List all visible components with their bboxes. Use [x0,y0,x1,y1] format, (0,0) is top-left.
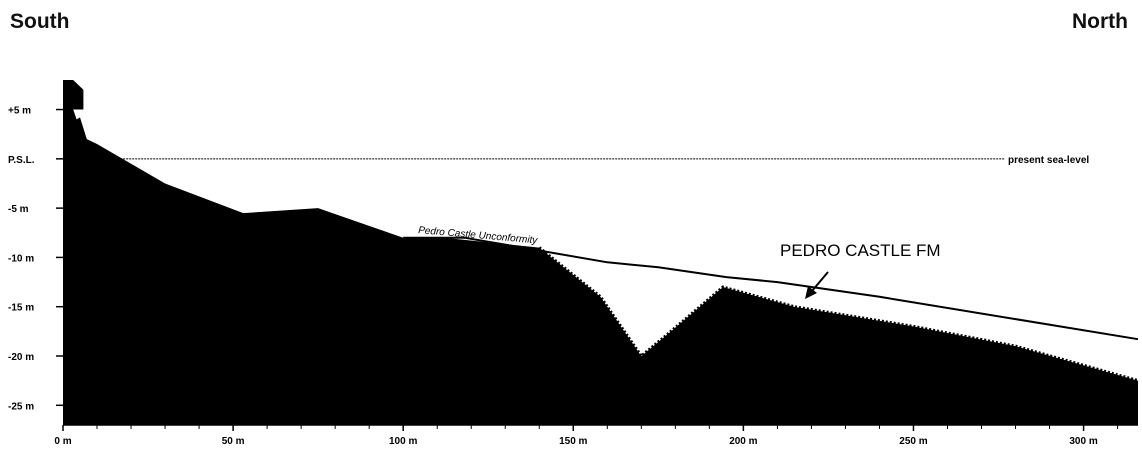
pedro-castle-formation [539,247,1138,381]
south-label: South [10,10,70,33]
x-axis-ticks: 0 m 50 m 100 m 150 m 200 m 250 m 300 m [54,425,1119,447]
rock-body [63,80,1138,425]
x-tick-label: 150 m [559,436,587,447]
formation-arrowhead [805,286,817,299]
y-tick-label: -5 m [8,204,29,215]
north-label: North [1072,10,1128,33]
y-tick-label: P.S.L. [8,155,35,166]
y-tick-label: -10 m [8,253,34,264]
formation-label: PEDRO CASTLE FM [780,241,941,260]
x-tick-label: 100 m [389,436,417,447]
formation-arrow [811,271,829,292]
y-tick-label: +5 m [8,106,31,117]
x-tick-label: 200 m [729,436,757,447]
y-tick-label: -20 m [8,352,34,363]
y-tick-label: -15 m [8,303,34,314]
formation-base-contact [538,246,1139,383]
x-tick-label: 250 m [899,436,927,447]
unconformity-line [403,236,1139,341]
y-tick-label: -25 m [8,401,34,412]
sea-level-label: present sea-level [1008,155,1089,166]
x-tick-label: 300 m [1069,436,1097,447]
x-tick-label: 50 m [222,436,245,447]
x-tick-label: 0 m [54,436,71,447]
y-axis-ticks: +5 m P.S.L. -5 m -10 m -15 m -20 m -25 m [8,106,63,412]
